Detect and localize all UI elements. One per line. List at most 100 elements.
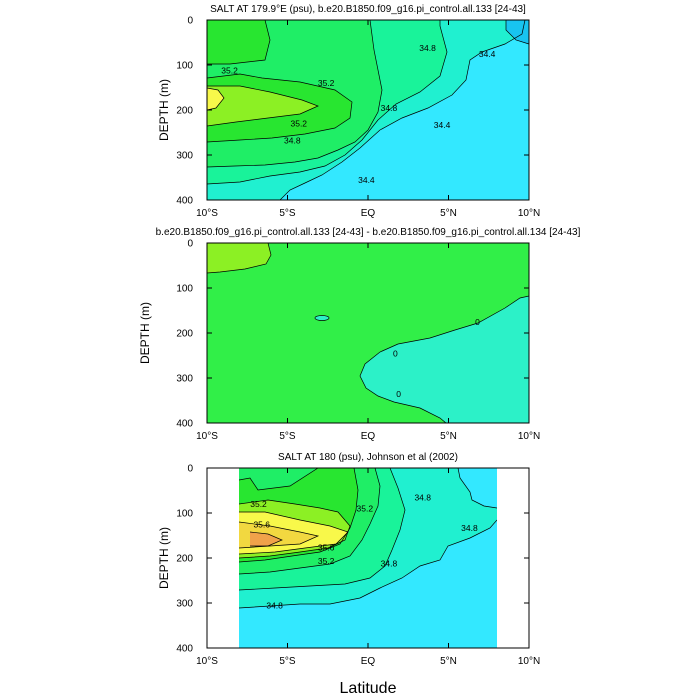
fill-cyan-deep — [506, 20, 529, 44]
contour-line — [239, 499, 351, 559]
contour-label: 34.8 — [381, 103, 398, 113]
contour-label: 35.2 — [318, 78, 335, 88]
panel-middle: b.e20.B1850.f09_g16.pi_control.all.133 [… — [138, 227, 581, 442]
y-tick-label: 200 — [176, 106, 193, 117]
contour-label: 0 — [396, 389, 401, 399]
y-tick-label: 300 — [176, 374, 193, 385]
panel-bottom-ylabel: DEPTH (m) — [157, 527, 171, 589]
y-tick-label: 0 — [187, 239, 193, 250]
y-tick-label: 100 — [176, 284, 193, 295]
contour-label: 0 — [393, 348, 398, 358]
panel-top-contours — [207, 20, 529, 200]
x-tick-label: 10°S — [196, 431, 218, 442]
contour-label: 34.4 — [479, 49, 496, 59]
fill-green — [207, 20, 270, 64]
contour-label: 34.8 — [461, 523, 478, 533]
contour-line — [239, 519, 497, 609]
contour-label: 34.8 — [414, 492, 431, 502]
panel-top-fill — [207, 20, 529, 200]
contour-line — [457, 468, 497, 509]
contour-label: 34.8 — [266, 600, 283, 610]
contour-label: 0 — [475, 317, 480, 327]
panel-middle-fill — [207, 243, 529, 423]
x-axis-label: Latitude — [340, 680, 397, 697]
y-tick-label: 300 — [176, 151, 193, 162]
x-tick-label: 10°N — [518, 431, 540, 442]
contour-label: 35.6 — [253, 519, 270, 529]
contour-label: 34.8 — [419, 43, 436, 53]
contour-line — [314, 315, 330, 321]
panel-top-ylabel: DEPTH (m) — [157, 79, 171, 141]
contour-line — [505, 20, 529, 45]
panel-middle-ylabel: DEPTH (m) — [138, 302, 152, 364]
contour-line — [207, 20, 383, 168]
panel-top: SALT AT 179.9°E (psu), b.e20.B1850.f09_g… — [157, 4, 540, 219]
contour-label: 34.8 — [381, 558, 398, 568]
panel-top-axes: 10°S 5°S EQ 5°N 10°N 0 100 200 300 400 — [176, 16, 540, 220]
x-tick-label: 10°N — [518, 656, 540, 667]
panel-middle-axes: 10°S 5°S EQ 5°N 10°N 0 100 200 300 400 — [176, 239, 540, 443]
y-tick-label: 0 — [187, 464, 193, 475]
panel-middle-title: b.e20.B1850.f09_g16.pi_control.all.133 [… — [156, 227, 581, 238]
panel-bottom: SALT AT 180 (psu), Johnson et al (2002) … — [157, 452, 540, 667]
fill-small-island — [315, 315, 329, 321]
x-tick-label: EQ — [361, 431, 376, 442]
fill-orange — [250, 532, 282, 546]
contour-line — [279, 20, 526, 200]
panel-middle-contour-labels: 0 0 0 — [393, 317, 480, 399]
contour-line — [239, 521, 320, 549]
x-tick-label: 10°S — [196, 656, 218, 667]
contour-line — [207, 87, 225, 111]
x-tick-label: 10°N — [518, 208, 540, 219]
contour-label: 35.2 — [250, 499, 267, 509]
contour-line — [207, 73, 353, 143]
y-tick-label: 200 — [176, 329, 193, 340]
fill-diff-teal — [360, 296, 529, 423]
y-tick-label: 100 — [176, 509, 193, 520]
y-tick-label: 100 — [176, 61, 193, 72]
y-tick-label: 400 — [176, 644, 193, 655]
contour-label: 34.4 — [434, 120, 451, 130]
x-tick-label: 5°S — [279, 656, 296, 667]
contour-line — [239, 511, 349, 555]
contour-label: 35.2 — [357, 504, 374, 514]
contour-line — [207, 85, 319, 127]
x-tick-label: 10°S — [196, 208, 218, 219]
contour-line — [249, 531, 283, 547]
fill-lime-corner — [207, 243, 271, 273]
x-tick-label: 5°S — [279, 431, 296, 442]
contour-label: 34.4 — [358, 175, 375, 185]
panel-middle-contours — [207, 243, 529, 423]
x-tick-label: 5°N — [440, 431, 457, 442]
x-tick-label: EQ — [361, 208, 376, 219]
contour-line — [359, 295, 529, 423]
fill-lime — [207, 86, 318, 126]
y-tick-label: 200 — [176, 554, 193, 565]
contour-label: 34.8 — [284, 136, 301, 146]
x-tick-label: 5°N — [440, 208, 457, 219]
panel-top-contour-labels: 35.2 35.2 35.2 34.8 34.8 34.8 34.4 34.4 34.4 — [221, 43, 495, 185]
contour-label: 35.2 — [221, 65, 238, 75]
y-tick-label: 400 — [176, 196, 193, 207]
contour-line — [239, 468, 359, 563]
panel-bottom-title: SALT AT 180 (psu), Johnson et al (2002) — [278, 452, 458, 463]
contour-line — [239, 468, 406, 591]
y-tick-label: 0 — [187, 16, 193, 27]
y-tick-label: 300 — [176, 599, 193, 610]
x-tick-label: EQ — [361, 656, 376, 667]
panel-bottom-axes: 10°S 5°S EQ 5°N 10°N 0 100 200 300 400 — [176, 464, 540, 668]
y-tick-label: 400 — [176, 419, 193, 430]
contour-label: 35.2 — [290, 119, 307, 129]
panel-bottom-contours — [239, 468, 497, 609]
x-tick-label: 5°S — [279, 208, 296, 219]
panel-bottom-contour-labels: 35.2 35.6 35.6 35.2 35.2 34.8 34.8 34.8 34.8 — [250, 492, 478, 610]
contour-label: 35.2 — [318, 556, 335, 566]
fill-yellow — [207, 88, 224, 110]
contour-line — [239, 468, 381, 575]
contour-line — [207, 243, 272, 274]
contour-line — [207, 20, 448, 185]
panel-bottom-fill — [239, 468, 497, 648]
x-tick-label: 5°N — [440, 656, 457, 667]
contour-line — [239, 468, 319, 491]
